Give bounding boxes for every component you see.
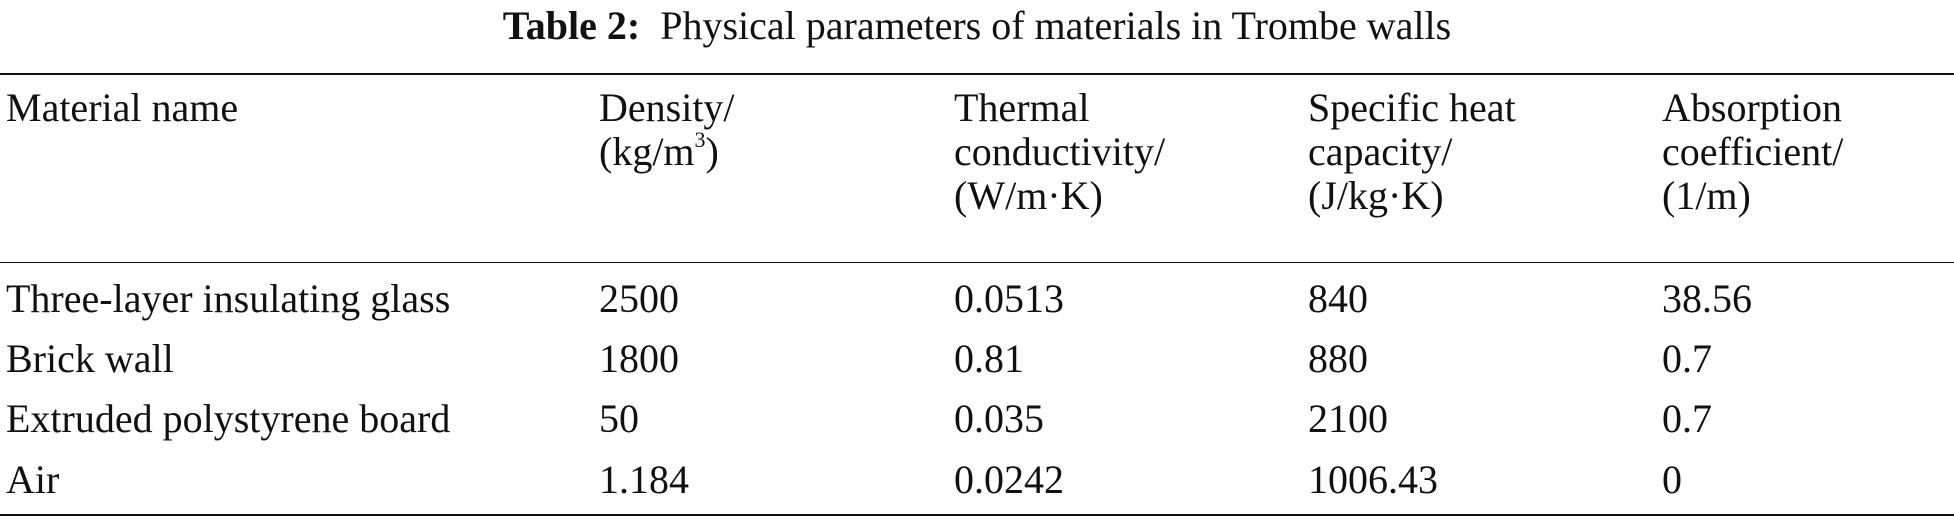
header-material-name: Material name: [6, 86, 238, 130]
caption-text: Physical parameters of materials in Trom…: [660, 3, 1452, 48]
cell-density: 2500: [599, 276, 679, 321]
header-line: Density/: [599, 85, 735, 130]
header-unit-line: (kg/m3): [599, 127, 735, 174]
header-line: Absorption: [1662, 85, 1842, 130]
cell-density: 50: [599, 396, 639, 441]
cell-density: 1.184: [599, 457, 689, 502]
header-line: coefficient/: [1662, 129, 1844, 174]
caption-label: Table 2:: [502, 3, 641, 48]
header-rule: [0, 262, 1954, 263]
superscript-3: 3: [694, 127, 706, 152]
header-unit-text: (kg/m: [599, 129, 695, 174]
header-line: conductivity/: [954, 129, 1166, 174]
header-specific-heat: Specific heat capacity/ (J/kg·K): [1308, 86, 1516, 218]
cell-material: Brick wall: [6, 336, 174, 381]
cell-absorption: 0.7: [1662, 396, 1712, 441]
bottom-rule: [0, 514, 1954, 516]
header-absorption-coefficient: Absorption coefficient/ (1/m): [1662, 86, 1843, 218]
cell-material: Three-layer insulating glass: [6, 276, 451, 321]
table-caption: Table 2: Physical parameters of material…: [0, 2, 1954, 50]
header-unit-close: ): [705, 129, 719, 174]
cell-conductivity: 0.0513: [954, 276, 1064, 321]
header-density: Density/ (kg/m3): [599, 86, 735, 174]
cell-absorption: 38.56: [1662, 276, 1752, 321]
cell-material: Extruded polystyrene board: [6, 396, 451, 441]
cell-specific-heat: 840: [1308, 276, 1368, 321]
header-line: capacity/: [1308, 129, 1453, 174]
cell-absorption: 0.7: [1662, 336, 1712, 381]
table-row: Air 1.184 0.0242 1006.43 0: [0, 451, 1954, 509]
header-line: Thermal: [954, 85, 1090, 130]
cell-conductivity: 0.035: [954, 396, 1044, 441]
header-thermal-conductivity: Thermal conductivity/ (W/m·K): [954, 86, 1165, 218]
cell-absorption: 0: [1662, 457, 1682, 502]
header-line: (W/m·K): [954, 173, 1103, 218]
header-line: (J/kg·K): [1308, 173, 1444, 218]
cell-specific-heat: 880: [1308, 336, 1368, 381]
table-row: Extruded polystyrene board 50 0.035 2100…: [0, 390, 1954, 448]
header-line: (1/m): [1662, 173, 1751, 218]
table-row: Three-layer insulating glass 2500 0.0513…: [0, 270, 1954, 328]
header-line: Specific heat: [1308, 85, 1516, 130]
header-line: Material name: [6, 85, 239, 130]
cell-material: Air: [6, 457, 60, 502]
cell-specific-heat: 2100: [1308, 396, 1388, 441]
cell-conductivity: 0.0242: [954, 457, 1064, 502]
cell-density: 1800: [599, 336, 679, 381]
cell-conductivity: 0.81: [954, 336, 1024, 381]
cell-specific-heat: 1006.43: [1308, 457, 1438, 502]
table-row: Brick wall 1800 0.81 880 0.7: [0, 330, 1954, 388]
top-rule: [0, 73, 1954, 75]
